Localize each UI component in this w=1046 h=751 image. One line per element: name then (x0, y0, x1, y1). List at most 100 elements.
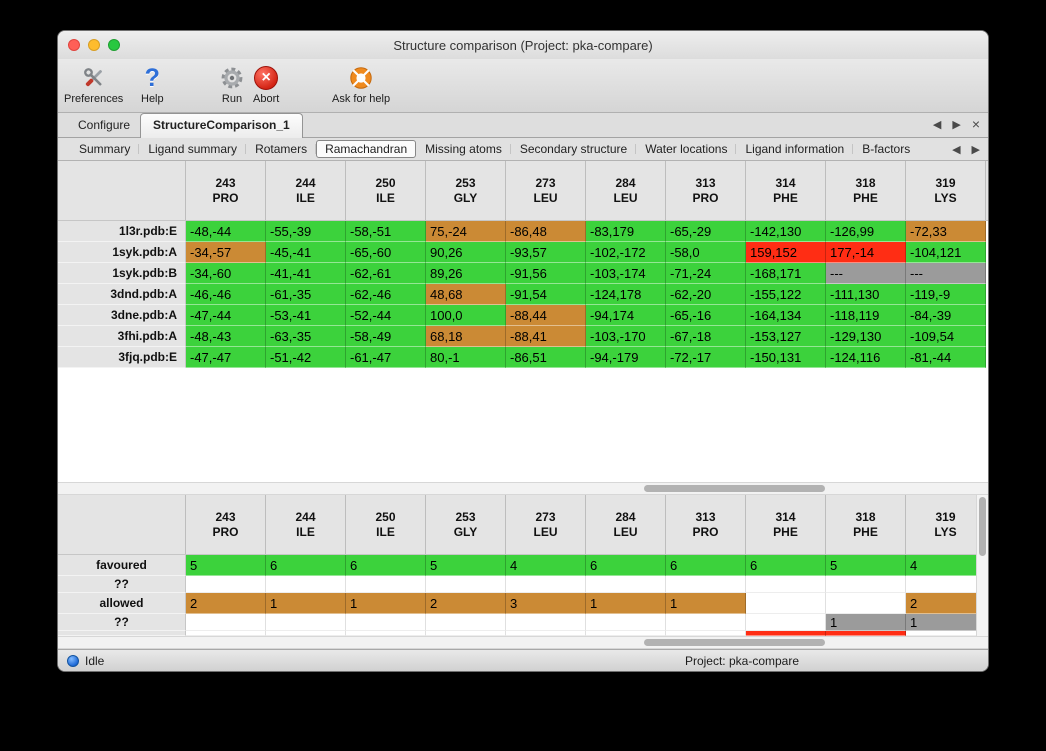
data-cell[interactable]: -86,48 (506, 221, 586, 242)
data-cell[interactable]: -34,-57 (186, 242, 266, 263)
data-cell[interactable] (506, 631, 586, 636)
data-cell[interactable]: 5 (186, 555, 266, 576)
data-cell[interactable] (426, 614, 506, 631)
data-cell[interactable] (506, 614, 586, 631)
data-cell[interactable]: 1 (666, 593, 746, 614)
section-scroll-right-icon[interactable]: ▶ (971, 144, 980, 156)
data-cell[interactable]: -67,-18 (666, 326, 746, 347)
data-cell[interactable] (826, 631, 906, 636)
data-cell[interactable]: -126,99 (826, 221, 906, 242)
data-cell[interactable]: -52,-44 (346, 305, 426, 326)
data-cell[interactable]: -34,-60 (186, 263, 266, 284)
data-cell[interactable]: 5 (826, 555, 906, 576)
close-button[interactable] (68, 39, 80, 51)
data-cell[interactable]: 2 (186, 593, 266, 614)
data-cell[interactable]: -118,119 (826, 305, 906, 326)
abort-button[interactable]: × Abort (253, 63, 279, 105)
scrollbar-thumb[interactable] (643, 485, 826, 492)
data-cell[interactable]: -47,-44 (186, 305, 266, 326)
data-cell[interactable]: -150,131 (746, 347, 826, 368)
data-cell[interactable] (186, 614, 266, 631)
data-cell[interactable]: 5 (426, 555, 506, 576)
horizontal-scrollbar-bottom[interactable] (58, 636, 988, 649)
data-cell[interactable] (746, 576, 826, 593)
data-cell[interactable]: -168,171 (746, 263, 826, 284)
data-cell[interactable]: -84,-39 (906, 305, 986, 326)
data-cell[interactable]: -124,178 (586, 284, 666, 305)
data-cell[interactable]: -62,-46 (346, 284, 426, 305)
data-cell[interactable]: -164,134 (746, 305, 826, 326)
subtab-missing-atoms[interactable]: Missing atoms (416, 140, 511, 158)
data-cell[interactable]: -83,179 (586, 221, 666, 242)
data-cell[interactable]: 1 (266, 593, 346, 614)
data-cell[interactable]: 4 (506, 555, 586, 576)
data-cell[interactable] (186, 631, 266, 636)
data-cell[interactable]: 1 (346, 593, 426, 614)
data-cell[interactable]: -45,-41 (266, 242, 346, 263)
data-cell[interactable] (506, 576, 586, 593)
data-cell[interactable]: 177,-14 (826, 242, 906, 263)
data-cell[interactable]: -111,130 (826, 284, 906, 305)
data-cell[interactable]: -142,130 (746, 221, 826, 242)
data-cell[interactable]: -72,-17 (666, 347, 746, 368)
data-cell[interactable]: 89,26 (426, 263, 506, 284)
data-cell[interactable]: -102,-172 (586, 242, 666, 263)
data-cell[interactable]: 2 (426, 593, 506, 614)
tab-close-icon[interactable]: × (971, 116, 980, 132)
data-cell[interactable]: 6 (266, 555, 346, 576)
data-cell[interactable] (426, 631, 506, 636)
tab-structurecomparison-1[interactable]: StructureComparison_1 (140, 113, 303, 138)
data-cell[interactable]: -65,-60 (346, 242, 426, 263)
data-cell[interactable]: -129,130 (826, 326, 906, 347)
data-cell[interactable]: -48,-43 (186, 326, 266, 347)
data-cell[interactable] (666, 631, 746, 636)
data-cell[interactable]: -81,-44 (906, 347, 986, 368)
data-cell[interactable]: -86,51 (506, 347, 586, 368)
section-scroll-left-icon[interactable]: ◀ (952, 144, 961, 156)
data-cell[interactable]: -47,-47 (186, 347, 266, 368)
data-cell[interactable] (266, 614, 346, 631)
data-cell[interactable] (746, 593, 826, 614)
data-cell[interactable] (826, 576, 906, 593)
data-cell[interactable]: -48,-44 (186, 221, 266, 242)
data-cell[interactable]: -71,-24 (666, 263, 746, 284)
horizontal-scrollbar-top[interactable] (58, 482, 988, 495)
data-cell[interactable]: 1 (826, 614, 906, 631)
data-cell[interactable] (266, 576, 346, 593)
data-cell[interactable]: -155,122 (746, 284, 826, 305)
ask-for-help-button[interactable]: Ask for help (332, 63, 390, 105)
data-cell[interactable] (426, 576, 506, 593)
data-cell[interactable]: 90,26 (426, 242, 506, 263)
vertical-scrollbar[interactable] (976, 495, 988, 636)
data-cell[interactable]: 4 (906, 555, 986, 576)
data-cell[interactable]: -72,33 (906, 221, 986, 242)
data-cell[interactable] (586, 576, 666, 593)
data-cell[interactable]: -58,-51 (346, 221, 426, 242)
data-cell[interactable] (586, 614, 666, 631)
data-cell[interactable]: -41,-41 (266, 263, 346, 284)
data-cell[interactable]: -153,127 (746, 326, 826, 347)
data-cell[interactable]: -62,-61 (346, 263, 426, 284)
data-cell[interactable] (746, 614, 826, 631)
subtab-water-locations[interactable]: Water locations (636, 140, 737, 158)
data-cell[interactable]: 3 (506, 593, 586, 614)
data-cell[interactable]: 80,-1 (426, 347, 506, 368)
tab-scroll-left-icon[interactable]: ◀ (932, 119, 942, 131)
data-cell[interactable]: -46,-46 (186, 284, 266, 305)
subtab-ligand-information[interactable]: Ligand information (736, 140, 853, 158)
data-cell[interactable]: 100,0 (426, 305, 506, 326)
data-cell[interactable]: 48,68 (426, 284, 506, 305)
data-cell[interactable] (346, 576, 426, 593)
data-cell[interactable]: 1 (906, 614, 986, 631)
data-cell[interactable]: -103,-174 (586, 263, 666, 284)
data-cell[interactable]: -91,56 (506, 263, 586, 284)
tab-configure[interactable]: Configure (78, 118, 131, 132)
preferences-button[interactable]: Preferences (64, 63, 123, 105)
data-cell[interactable]: -61,-47 (346, 347, 426, 368)
data-cell[interactable]: --- (906, 263, 986, 284)
data-cell[interactable]: -94,174 (586, 305, 666, 326)
data-cell[interactable] (346, 631, 426, 636)
titlebar[interactable]: Structure comparison (Project: pka-compa… (58, 31, 988, 59)
data-cell[interactable]: -109,54 (906, 326, 986, 347)
data-cell[interactable]: 6 (746, 555, 826, 576)
